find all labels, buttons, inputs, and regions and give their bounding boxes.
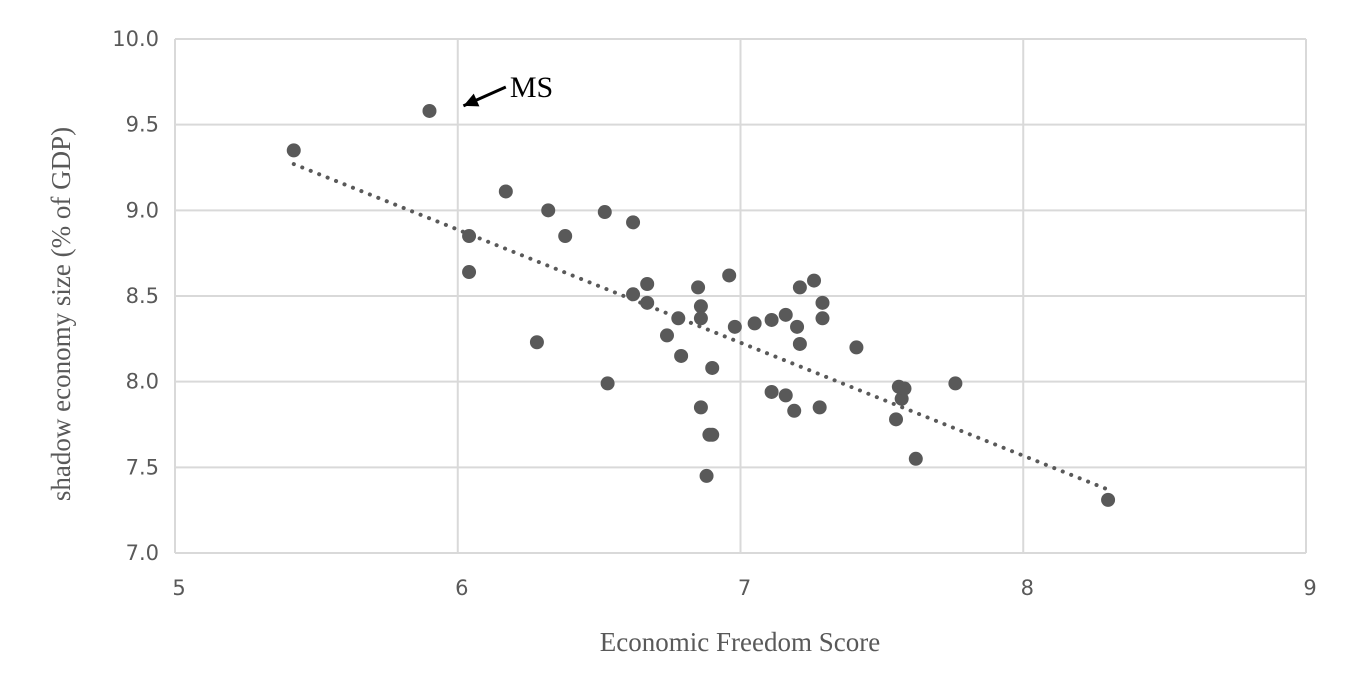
y-tick-label: 10.0 xyxy=(112,27,159,51)
y-tick-label: 8.0 xyxy=(126,370,159,394)
data-point xyxy=(889,412,904,427)
data-point xyxy=(498,184,513,199)
x-tick-label: 7 xyxy=(738,576,751,600)
y-tick-label: 9.0 xyxy=(126,198,159,222)
y-tick-label: 8.5 xyxy=(126,284,159,308)
x-axis-title: Economic Freedom Score xyxy=(600,627,880,657)
data-point xyxy=(747,316,762,331)
trendline-path xyxy=(291,162,1111,492)
data-point xyxy=(722,268,737,283)
data-point xyxy=(693,400,708,415)
data-point xyxy=(849,340,864,355)
data-point xyxy=(948,376,963,391)
y-axis-title: shadow economy size (% of GDP) xyxy=(46,127,76,501)
data-point xyxy=(778,388,793,403)
data-point xyxy=(705,427,720,442)
annotations: MS xyxy=(462,71,553,108)
data-point xyxy=(422,103,437,118)
data-point xyxy=(727,319,742,334)
data-point xyxy=(597,205,612,220)
data-point xyxy=(659,328,674,343)
data-point xyxy=(541,203,556,218)
x-tick-label: 5 xyxy=(172,576,185,600)
x-tick-label: 8 xyxy=(1021,576,1034,600)
data-point xyxy=(815,311,830,326)
data-point xyxy=(778,307,793,322)
data-point xyxy=(693,299,708,314)
data-point xyxy=(626,287,641,302)
data-point xyxy=(600,376,615,391)
data-point xyxy=(792,280,807,295)
data-point xyxy=(705,360,720,375)
data-point xyxy=(792,336,807,351)
data-point xyxy=(764,312,779,327)
data-point xyxy=(671,311,686,326)
data-point xyxy=(699,468,714,483)
data-point xyxy=(897,381,912,396)
data-point xyxy=(790,319,805,334)
annotation-label: MS xyxy=(510,71,553,104)
data-point xyxy=(286,143,301,158)
trendline xyxy=(291,162,1111,492)
data-point xyxy=(1101,492,1116,507)
data-point xyxy=(815,295,830,310)
data-point xyxy=(908,451,923,466)
data-point xyxy=(558,229,573,244)
data-point xyxy=(640,277,655,292)
data-points xyxy=(286,103,1116,507)
data-point xyxy=(640,295,655,310)
tick-labels: 7.0 7.5 8.0 8.5 9.0 9.5 10.0 5 6 7 8 9 xyxy=(112,27,1316,600)
y-tick-label: 7.5 xyxy=(126,455,159,479)
data-point xyxy=(764,384,779,399)
x-tick-label: 9 xyxy=(1303,576,1316,600)
data-point xyxy=(787,403,802,418)
annotation-arrowhead xyxy=(463,93,480,107)
data-point xyxy=(462,265,477,280)
data-point xyxy=(693,311,708,326)
data-point xyxy=(674,348,689,363)
y-tick-label: 9.5 xyxy=(126,113,159,137)
y-tick-label: 7.0 xyxy=(126,541,159,565)
x-tick-label: 6 xyxy=(455,576,468,600)
data-point xyxy=(807,273,822,288)
data-point xyxy=(462,229,477,244)
data-point xyxy=(691,280,706,295)
data-point xyxy=(626,215,641,230)
data-point xyxy=(812,400,827,415)
grid-lines xyxy=(174,38,1307,554)
data-point xyxy=(529,335,544,350)
